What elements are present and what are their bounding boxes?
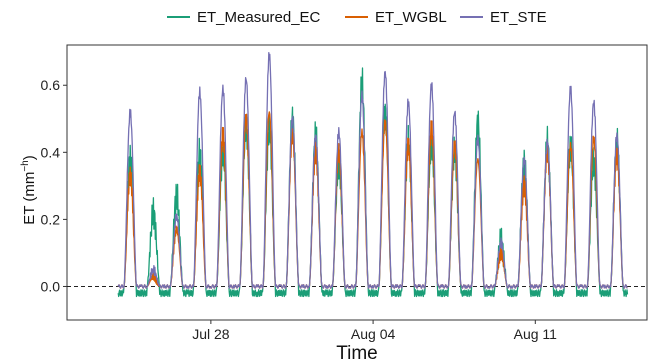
series-layer (117, 51, 629, 298)
y-tick-label: 0.2 (41, 211, 61, 227)
y-axis-title: ET (mm−h) (20, 155, 38, 224)
x-axis: Jul 28 Aug 04 Aug 11 (192, 320, 557, 342)
y-tick-label: 0.4 (41, 144, 61, 160)
x-tick-label: Aug 11 (514, 326, 558, 342)
y-tick-label: 0.6 (41, 77, 61, 93)
x-tick-label: Jul 28 (192, 326, 230, 342)
legend-label-ET_Measured_EC: ET_Measured_EC (197, 9, 321, 26)
y-axis-title-close: ) (21, 155, 38, 160)
y-axis-title-main: ET (mm (21, 172, 38, 225)
y-axis-title-superscript: −h (20, 160, 31, 171)
x-tick-label: Aug 04 (351, 326, 396, 342)
legend-label-ET_STE: ET_STE (490, 9, 547, 26)
y-axis-title-group: ET (mm−h) (20, 155, 38, 224)
y-axis: 0.0 0.2 0.4 0.6 (41, 77, 67, 294)
legend: ET_Measured_EC ET_WGBL ET_STE (167, 9, 547, 26)
y-tick-label: 0.0 (41, 278, 61, 294)
series-line-ET_STE (117, 51, 628, 289)
x-axis-title: Time (336, 343, 378, 363)
legend-label-ET_WGBL: ET_WGBL (375, 9, 447, 26)
